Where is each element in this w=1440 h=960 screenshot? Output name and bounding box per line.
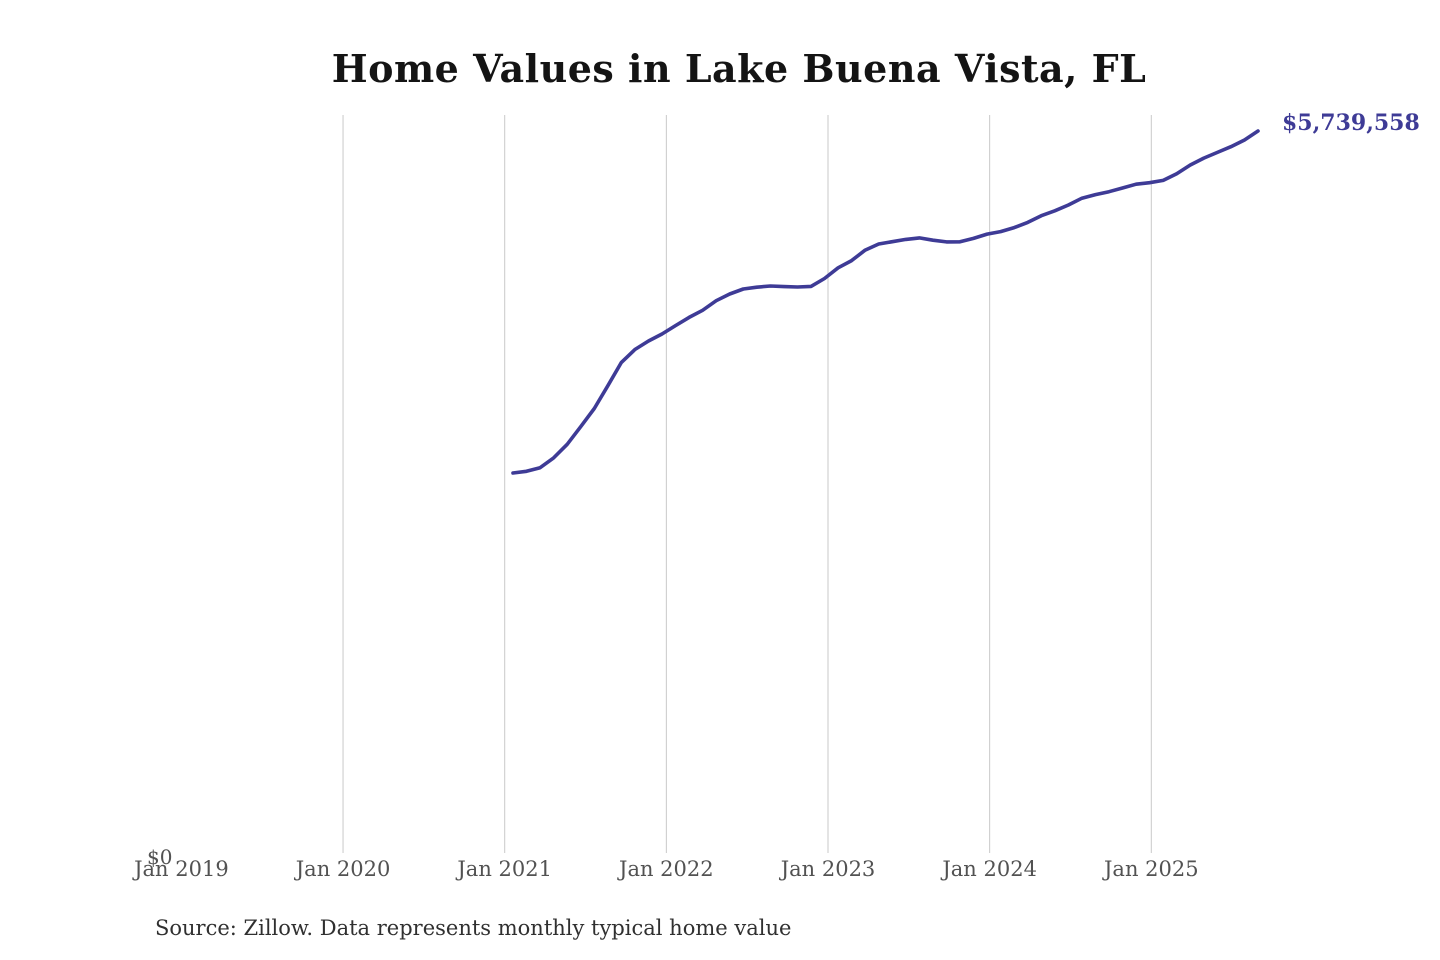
y-axis-zero-label: $0 [147, 845, 173, 869]
x-tick-label-jan-2020: Jan 2020 [295, 857, 391, 881]
vertical-gridlines [342, 115, 1152, 853]
x-tick-label-jan-2019: Jan 2019 [134, 857, 229, 881]
home-value-line-series [511, 129, 1260, 475]
chart-title: Home Values in Lake Buena Vista, FL [331, 46, 1147, 91]
latest-value-annotation: $5,739,558 [1282, 110, 1420, 136]
source-note: Source: Zillow. Data represents monthly … [155, 916, 792, 940]
x-tick-label-jan-2021: Jan 2021 [457, 857, 552, 881]
x-tick-label-jan-2022: Jan 2022 [619, 857, 714, 881]
x-tick-label-jan-2025: Jan 2025 [1104, 857, 1199, 881]
x-tick-label-jan-2023: Jan 2023 [780, 857, 876, 881]
x-tick-label-jan-2024: Jan 2024 [942, 857, 1037, 881]
